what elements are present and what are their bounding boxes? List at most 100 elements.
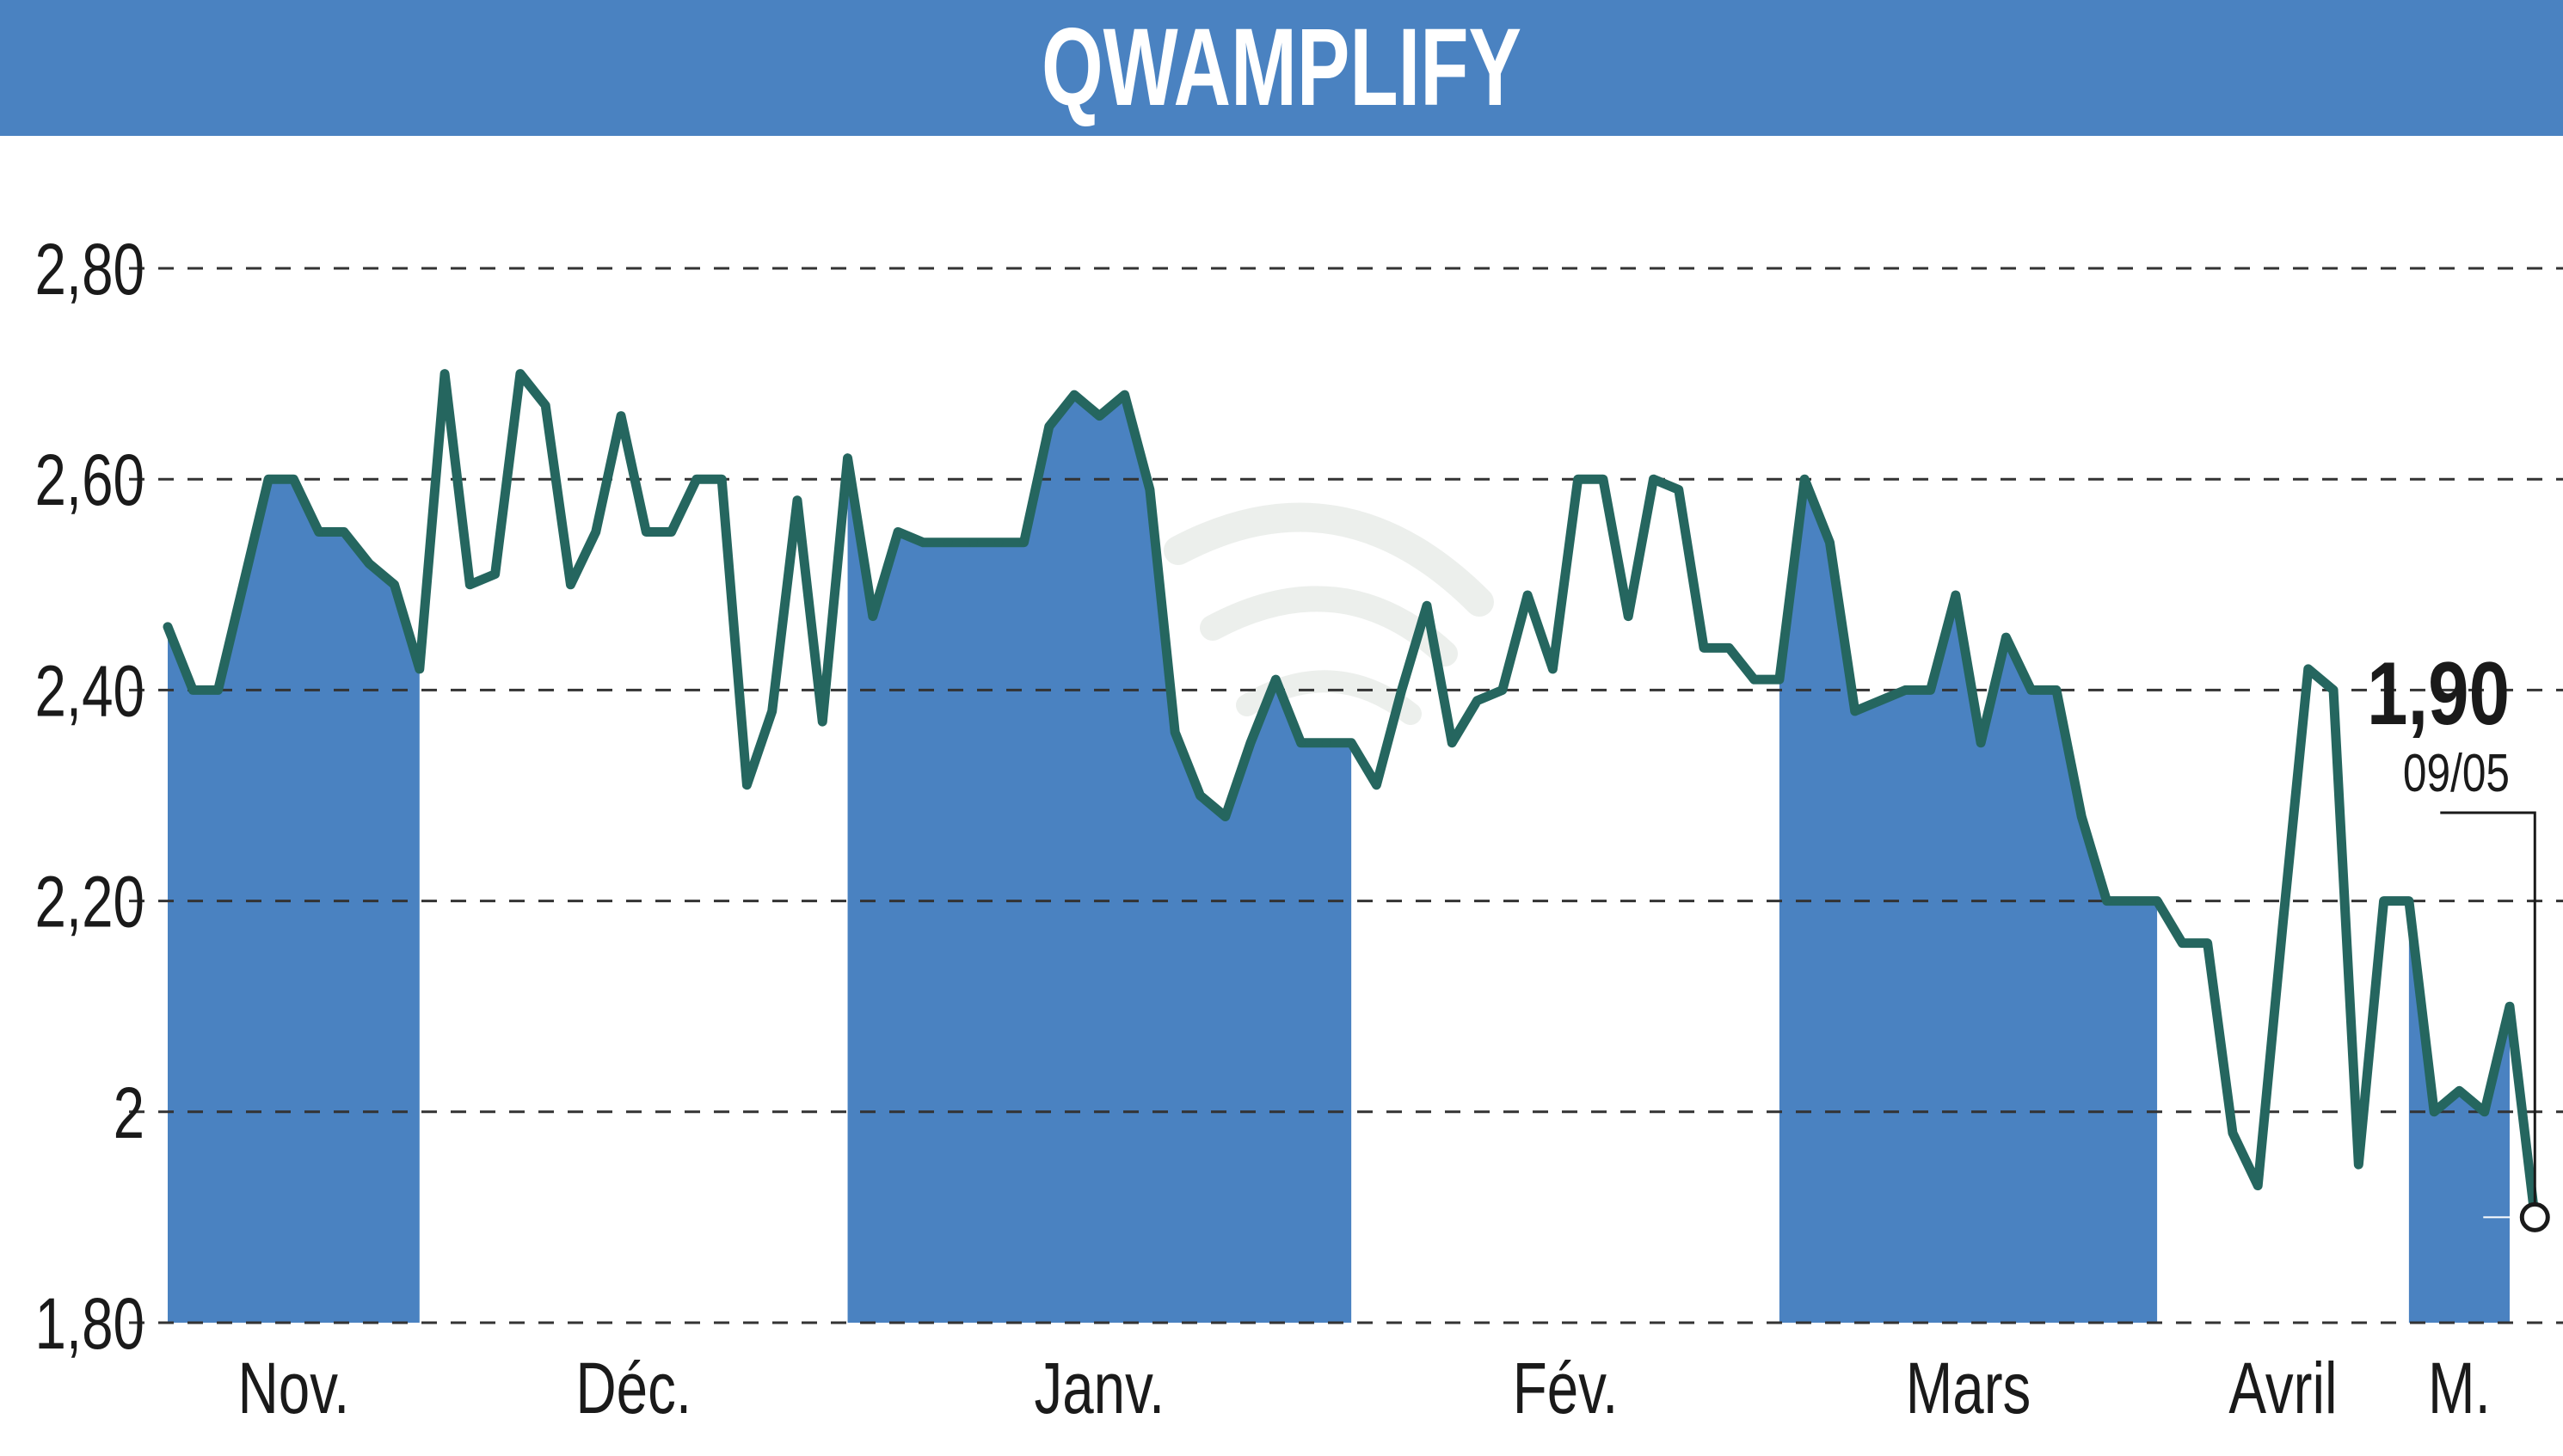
x-tick-label: M.: [2428, 1348, 2491, 1428]
data-point: [2480, 1107, 2489, 1116]
data-point: [1850, 706, 1859, 716]
shaded-band-0: [168, 479, 420, 1323]
x-tick-label: Avril: [2228, 1348, 2337, 1428]
data-point: [642, 527, 651, 537]
data-point: [1070, 390, 1079, 400]
data-point: [2102, 896, 2111, 906]
y-tick-labels: 1,80 2 2,20 2,40 2,60 2,80: [34, 229, 144, 1364]
data-point: [617, 411, 626, 421]
data-point: [490, 569, 500, 579]
data-point: [2228, 1128, 2237, 1138]
data-point: [515, 369, 525, 378]
y-tick-label: 2,40: [34, 651, 144, 732]
data-point: [717, 475, 727, 484]
data-point: [894, 527, 903, 537]
data-point: [1372, 780, 1381, 789]
data-point: [188, 685, 198, 695]
last-point-marker: [2519, 1201, 2550, 1232]
data-point: [667, 527, 676, 537]
data-point: [943, 538, 953, 547]
data-point: [2153, 896, 2162, 906]
data-point: [1321, 738, 1331, 747]
data-point: [163, 622, 172, 631]
data-point: [868, 611, 877, 621]
data-point: [264, 475, 274, 484]
data-point: [1523, 591, 1533, 600]
data-point: [2203, 938, 2212, 948]
data-point: [1699, 643, 1709, 653]
data-point: [238, 580, 248, 589]
data-point: [2379, 896, 2388, 906]
data-point: [1876, 696, 1885, 705]
x-tick-label: Nov.: [237, 1348, 349, 1428]
y-tick-label: 2,60: [34, 439, 144, 520]
watermark-logo: [1164, 502, 1494, 725]
callout-leader-line: [2440, 811, 2536, 1204]
y-tick-label: 2,20: [34, 862, 144, 943]
data-point: [390, 580, 399, 589]
x-tick-label: Janv.: [1034, 1348, 1165, 1428]
y-tick-label: 2: [114, 1072, 144, 1153]
data-point: [1220, 812, 1230, 821]
data-point: [1171, 728, 1180, 737]
last-value-label: 1,90: [2367, 644, 2510, 744]
last-value-callout: 1,90 09/05: [2367, 644, 2550, 1232]
data-point: [1624, 611, 1633, 621]
x-tick-label: Mars: [1906, 1348, 2031, 1428]
data-point: [818, 717, 827, 727]
data-point: [339, 527, 348, 537]
data-point: [1447, 738, 1457, 747]
data-point: [1019, 538, 1029, 547]
data-point: [213, 685, 223, 695]
data-point: [2354, 1160, 2363, 1170]
data-point: [2430, 1107, 2439, 1116]
data-point: [1573, 475, 1583, 484]
y-tick-label: 1,80: [34, 1283, 144, 1364]
data-point: [1347, 738, 1356, 747]
data-point: [541, 401, 550, 410]
data-point: [1044, 421, 1054, 431]
data-point: [1472, 696, 1482, 705]
chart-title: QWAMPLIFY: [1041, 6, 1522, 129]
data-point: [2178, 938, 2187, 948]
title-bar: [0, 0, 2563, 136]
data-point: [591, 527, 600, 537]
data-point: [1901, 685, 1910, 695]
data-point: [919, 538, 928, 547]
x-tick-label: Déc.: [575, 1348, 691, 1428]
data-point: [1774, 675, 1784, 685]
data-point: [1271, 675, 1281, 685]
data-point: [289, 475, 298, 484]
shaded-band-2: [847, 395, 1352, 1323]
data-point: [1749, 675, 1759, 685]
data-point: [1296, 738, 1306, 747]
data-point: [1095, 411, 1104, 421]
data-point: [2026, 685, 2036, 695]
data-point: [1649, 475, 1658, 484]
data-point: [440, 369, 450, 378]
data-point: [1825, 538, 1835, 547]
data-point: [2455, 1086, 2464, 1096]
data-point: [2404, 896, 2413, 906]
data-point: [1926, 685, 1935, 695]
data-point: [566, 580, 575, 589]
data-point: [1976, 738, 1986, 747]
data-point: [994, 538, 1004, 547]
data-point: [843, 453, 852, 463]
series-points: [163, 369, 2540, 1222]
data-point: [365, 559, 374, 568]
x-tick-label: Fév.: [1513, 1348, 1619, 1428]
data-point: [691, 475, 701, 484]
data-point: [2051, 685, 2061, 695]
data-point: [767, 706, 777, 716]
data-point: [1951, 591, 1960, 600]
data-point: [314, 527, 323, 537]
x-tick-labels: Nov. Déc. Janv. Fév. Mars Avril M.: [237, 1348, 2490, 1428]
data-point: [742, 780, 752, 789]
data-point: [2278, 918, 2288, 927]
data-point: [2127, 896, 2136, 906]
data-point: [1674, 485, 1683, 495]
data-point: [968, 538, 978, 547]
data-point: [2505, 1002, 2514, 1011]
